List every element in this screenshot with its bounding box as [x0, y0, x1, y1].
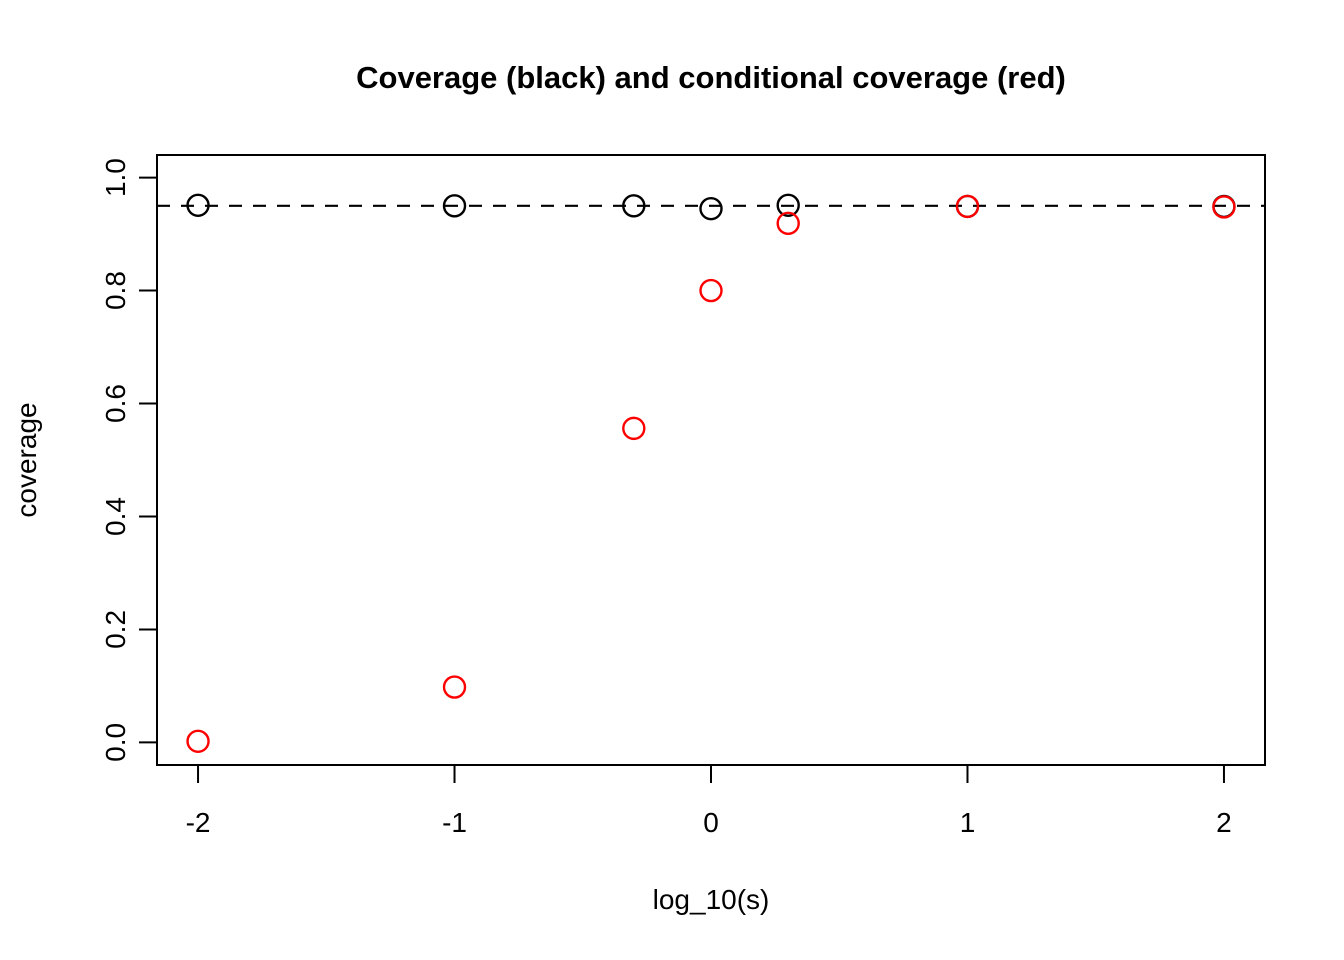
conditional-coverage-point [776, 211, 800, 236]
conditional-coverage-point [186, 729, 210, 753]
x-tick-label: -1 [442, 807, 467, 838]
y-tick-label: 0.2 [100, 610, 131, 649]
coverage-point [776, 193, 800, 217]
conditional-coverage-point [955, 194, 980, 219]
y-tick-label: 0.6 [100, 384, 131, 423]
x-tick-label: -2 [186, 807, 211, 838]
x-tick-label: 1 [960, 807, 976, 838]
x-axis-label: log_10(s) [652, 884, 770, 915]
y-tick-label: 1.0 [100, 158, 131, 197]
plot-box [156, 154, 1266, 766]
conditional-coverage-point [699, 278, 723, 303]
x-tick-label: 2 [1216, 807, 1232, 838]
y-tick-label: 0.8 [100, 271, 131, 310]
coverage-point [699, 196, 723, 221]
conditional-coverage-point [1212, 195, 1236, 219]
x-tick-label: 0 [703, 807, 719, 838]
coverage-point [622, 194, 646, 218]
y-tick-label: 0.0 [100, 723, 131, 762]
y-tick-label: 0.4 [100, 497, 131, 536]
coverage-point [442, 194, 467, 218]
coverage-point [186, 193, 210, 217]
chart-title: Coverage (black) and conditional coverag… [356, 60, 1066, 95]
conditional-coverage-point [622, 416, 646, 441]
conditional-coverage-point [442, 675, 467, 699]
y-axis-label: coverage [11, 402, 42, 518]
